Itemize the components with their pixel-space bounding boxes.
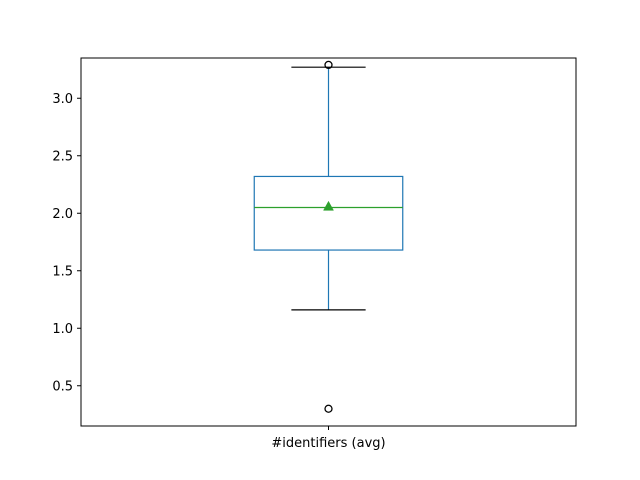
mean-marker — [323, 200, 334, 211]
plot-frame — [80, 57, 577, 427]
outlier-point — [324, 60, 333, 70]
x-tick-label: #identifiers (avg) — [271, 436, 385, 451]
x-axis: #identifiers (avg) — [271, 426, 386, 451]
y-axis: 0.5 1.0 1.5 2.0 2.5 3.0 — [52, 92, 81, 394]
y-tick-label: 2.0 — [52, 207, 73, 222]
box-series — [253, 60, 404, 413]
y-tick-label: 2.5 — [52, 149, 73, 164]
y-tick-label: 3.0 — [52, 92, 73, 107]
y-tick-label: 1.0 — [52, 322, 73, 337]
iqr-box — [253, 175, 404, 251]
y-tick-label: 0.5 — [52, 379, 73, 394]
y-tick-label: 1.5 — [52, 264, 73, 279]
outlier-point — [324, 404, 333, 413]
